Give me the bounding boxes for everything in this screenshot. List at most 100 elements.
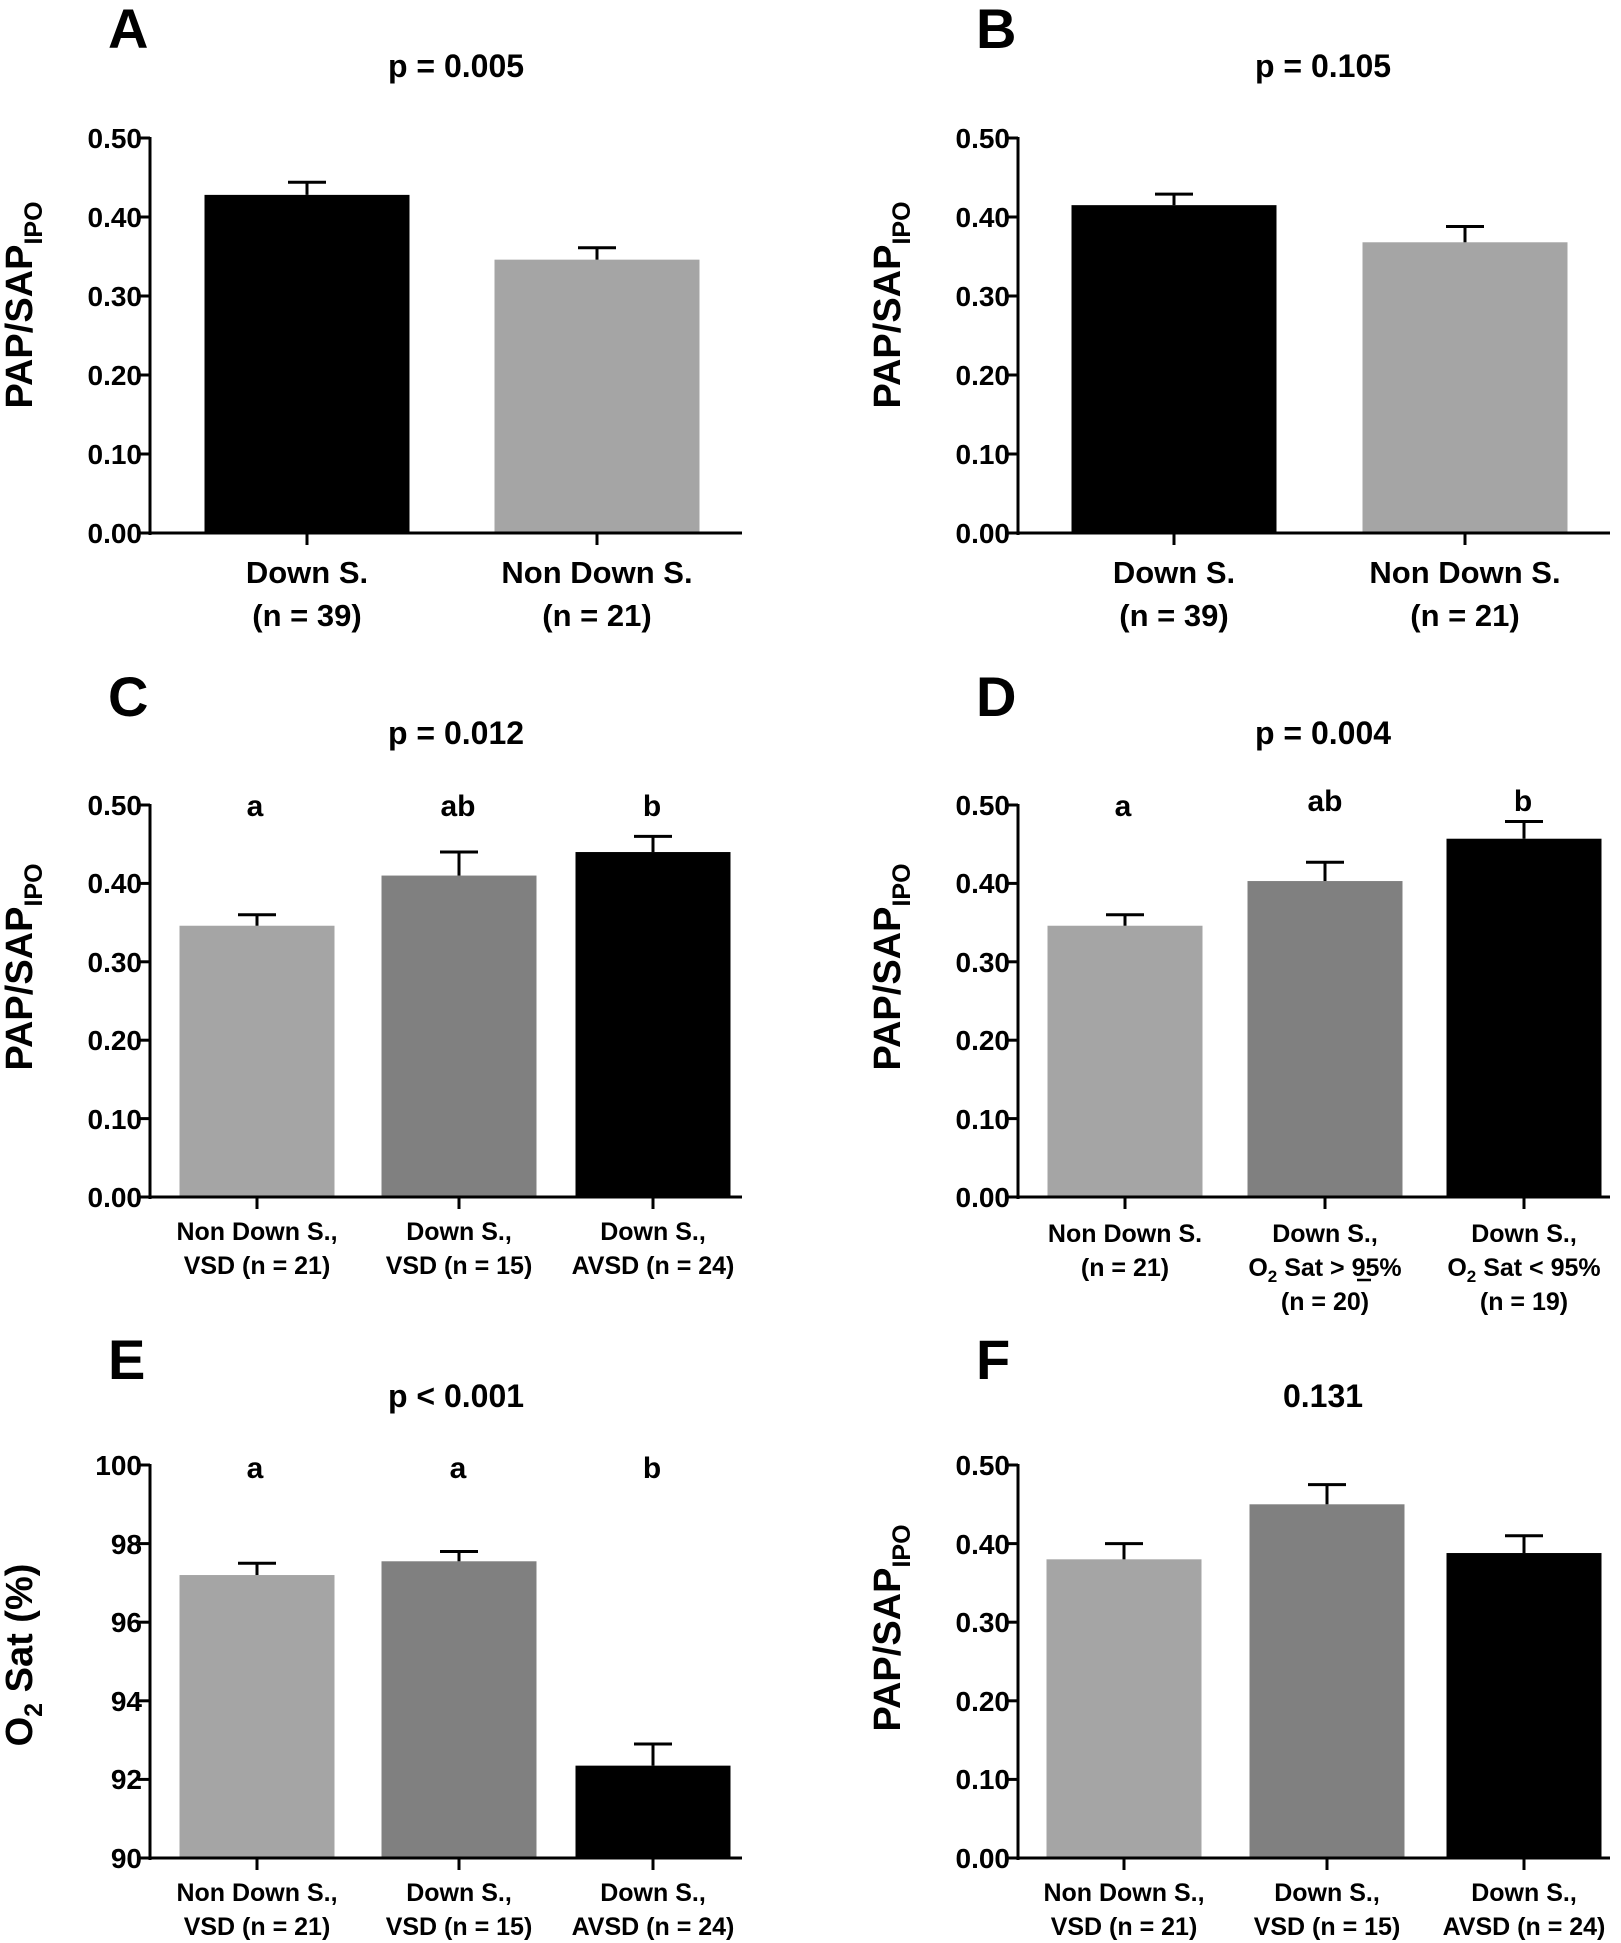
- y-axis-label: PAP/SAPIPO: [867, 863, 916, 1070]
- x-category-label: Non Down S.,: [176, 1879, 337, 1907]
- y-tick-label: 0.40: [88, 202, 143, 233]
- x-category-label: Down S.,: [406, 1218, 512, 1246]
- x-category-labels: Non Down S. (n = 21) Down S., O2 Sat > 9…: [1048, 1220, 1601, 1316]
- bar: [381, 1561, 537, 1858]
- y-tick-label: 0.50: [956, 1450, 1011, 1481]
- y-tick-label: 0.30: [956, 281, 1011, 312]
- o2-label: O: [1248, 1254, 1267, 1282]
- y-tick-label: 0.00: [956, 1843, 1011, 1874]
- chart-marks: [138, 136, 1610, 1870]
- x-category-label: Down S.,: [1274, 1879, 1380, 1907]
- y-ticks: 100 98 96 94 92 90: [95, 1450, 142, 1874]
- panel-letter: A: [108, 0, 148, 60]
- x-category-label: O2 Sat > 95%: [1248, 1254, 1401, 1286]
- y-tick-label: 0.20: [956, 1686, 1011, 1717]
- p-value: p < 0.001: [388, 1378, 524, 1414]
- bar: [1362, 242, 1568, 533]
- y-tick-label: 0.20: [956, 1025, 1011, 1056]
- y-axis-label-sub: IPO: [888, 201, 916, 244]
- x-category-labels: Non Down S., VSD (n = 21) Down S., VSD (…: [176, 1218, 734, 1280]
- y-axis-label-sub: IPO: [888, 1524, 916, 1567]
- y-axis-label-rest: Sat (%): [0, 1564, 41, 1703]
- x-category-label: Down S.: [246, 555, 368, 590]
- panel-c: C p = 0.012 PAP/SAPIPO 0.50 0.40 0.30 0.…: [0, 665, 734, 1280]
- p-value: p = 0.005: [388, 48, 524, 84]
- bar: [179, 1575, 335, 1858]
- o2-subscript: 2: [1467, 1267, 1476, 1286]
- x-category-label: AVSD (n = 24): [1443, 1913, 1606, 1941]
- y-tick-label: 0.40: [956, 868, 1011, 899]
- y-tick-label: 0.20: [88, 360, 143, 391]
- significance-letter: a: [247, 1452, 264, 1485]
- x-category-label: O2 Sat < 95%: [1447, 1254, 1600, 1286]
- panel-d: D p = 0.004 PAP/SAPIPO 0.50 0.40 0.30 0.…: [867, 665, 1601, 1316]
- y-axis-label-main: PAP/SAP: [0, 907, 41, 1071]
- y-axis-label: PAP/SAPIPO: [0, 863, 48, 1070]
- x-category-label: Down S.,: [1272, 1220, 1378, 1248]
- bar: [494, 259, 700, 533]
- y-tick-label: 0.40: [956, 1529, 1011, 1560]
- x-category-label: Down S.,: [600, 1218, 706, 1246]
- x-category-label: Non Down S.,: [176, 1218, 337, 1246]
- y-axis-label-sub: IPO: [20, 201, 48, 244]
- panel-a: A p = 0.005 PAP/SAPIPO 0.50 0.40 0.30 0.…: [0, 0, 693, 633]
- significance-letter: a: [450, 1452, 467, 1485]
- significance-letter: a: [247, 790, 264, 823]
- y-axis-label-main: PAP/SAP: [867, 1568, 909, 1732]
- y-ticks: 0.50 0.40 0.30 0.20 0.10 0.00: [88, 123, 143, 549]
- y-axis-label-main: PAP/SAP: [867, 907, 909, 1071]
- p-value: p = 0.004: [1255, 715, 1391, 751]
- significance-letter: b: [643, 1452, 661, 1485]
- y-tick-label: 0.10: [956, 439, 1011, 470]
- x-category-label: Down S.,: [1471, 1220, 1577, 1248]
- x-category-label: (n = 20): [1281, 1288, 1369, 1316]
- significance-letter: ab: [1307, 785, 1342, 818]
- y-tick-label: 100: [95, 1450, 142, 1481]
- y-tick-label: 0.40: [956, 202, 1011, 233]
- x-category-label: (n = 19): [1480, 1288, 1568, 1316]
- x-category-labels: Down S. (n = 39) Non Down S. (n = 21): [1113, 555, 1561, 633]
- significance-letters: a a b: [247, 1452, 662, 1485]
- bar: [1446, 1553, 1602, 1858]
- x-category-label: VSD (n = 15): [1254, 1913, 1401, 1941]
- bar: [1446, 838, 1602, 1197]
- y-tick-label: 0.30: [956, 1607, 1011, 1638]
- y-axis-label-sub: IPO: [20, 863, 48, 906]
- y-axis-label-main: PAP/SAP: [867, 245, 909, 409]
- y-tick-label: 0.30: [88, 947, 143, 978]
- y-tick-label: 92: [111, 1764, 142, 1795]
- sat-threshold: Sat > 95%: [1277, 1254, 1401, 1282]
- y-tick-label: 0.50: [956, 790, 1011, 821]
- significance-letter: b: [1514, 785, 1532, 818]
- y-tick-label: 0.10: [88, 1104, 143, 1135]
- x-category-label: Down S.: [1113, 555, 1235, 590]
- x-category-label: Down S.,: [1471, 1879, 1577, 1907]
- x-category-label: (n = 21): [1410, 598, 1519, 633]
- y-tick-label: 0.20: [88, 1025, 143, 1056]
- y-tick-label: 0.20: [956, 360, 1011, 391]
- y-tick-label: 90: [111, 1843, 142, 1874]
- x-category-label: Down S.,: [406, 1879, 512, 1907]
- panel-b: B p = 0.105 PAP/SAPIPO 0.50 0.40 0.30 0.…: [867, 0, 1561, 633]
- y-axis-label: PAP/SAPIPO: [0, 201, 48, 408]
- y-tick-label: 0.00: [956, 518, 1011, 549]
- panel-letter: B: [976, 0, 1016, 60]
- y-ticks: 0.50 0.40 0.30 0.20 0.10 0.00: [956, 1450, 1011, 1874]
- x-category-label: AVSD (n = 24): [572, 1913, 735, 1941]
- x-category-label: (n = 39): [1119, 598, 1228, 633]
- y-tick-label: 0.00: [88, 1182, 143, 1213]
- y-axis-label-sub: IPO: [888, 863, 916, 906]
- y-axis-label: PAP/SAPIPO: [867, 1524, 916, 1731]
- x-category-label: Down S.,: [600, 1879, 706, 1907]
- x-category-label: AVSD (n = 24): [572, 1252, 735, 1280]
- y-axis-label-main: PAP/SAP: [0, 245, 41, 409]
- significance-letter: b: [643, 790, 661, 823]
- y-tick-label: 96: [111, 1607, 142, 1638]
- panel-letter: D: [976, 665, 1016, 728]
- y-ticks: 0.50 0.40 0.30 0.20 0.10 0.00: [956, 790, 1011, 1213]
- x-category-labels: Non Down S., VSD (n = 21) Down S., VSD (…: [1043, 1879, 1605, 1941]
- y-tick-label: 0.30: [956, 947, 1011, 978]
- x-category-label: VSD (n = 21): [184, 1913, 331, 1941]
- significance-letters: a ab b: [1115, 785, 1533, 823]
